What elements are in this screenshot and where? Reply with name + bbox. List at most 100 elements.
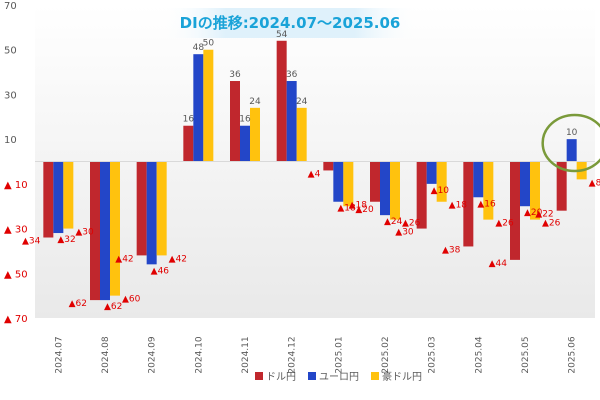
y-tick-label: 50 (4, 46, 17, 57)
data-label: 54 (276, 30, 288, 40)
data-label: ▲46 (151, 266, 170, 276)
data-label: ▲26 (402, 219, 421, 229)
bar (203, 49, 214, 162)
y-tick-label: 30 (4, 90, 17, 101)
legend-label: ユーロ円 (319, 372, 359, 383)
data-label: ▲4 (308, 169, 321, 179)
data-label: 48 (193, 43, 205, 53)
data-label: 16 (239, 115, 251, 125)
y-tick-label: ▲ 50 (4, 269, 28, 280)
x-tick-label: 2024.12 (288, 336, 298, 373)
highlight (541, 113, 600, 173)
bar (63, 161, 74, 229)
bar (276, 40, 287, 162)
data-labels: ▲34 ▲32▲30▲62 ▲62▲60▲42▲46▲421648503616245… (22, 30, 600, 312)
bar (380, 161, 390, 216)
chart-title: DIの推移:2024.07～2025.06 (180, 14, 401, 32)
data-label: ▲42 (169, 254, 187, 264)
data-label: ▲24 (384, 217, 403, 227)
legend-label: 豪ドル円 (382, 370, 422, 383)
bar (53, 161, 64, 234)
bar (473, 161, 484, 198)
data-label: 50 (203, 39, 215, 49)
bar (426, 161, 437, 184)
data-label: ▲18 (449, 201, 468, 211)
bar (483, 161, 494, 220)
data-label: ▲22 (535, 210, 553, 220)
bar (156, 161, 167, 256)
x-tick-label: 2025.06 (568, 336, 578, 373)
bar (296, 107, 307, 162)
bar (110, 161, 120, 296)
x-axis: 2024.07 2024.08 2024.09 2024.10 2024.11 2024.… (54, 336, 577, 373)
highlight-circle (541, 113, 600, 173)
data-label: ▲26 (495, 219, 514, 229)
data-label: 16 (183, 115, 195, 125)
bar (100, 161, 110, 301)
bar (556, 161, 567, 211)
legend-swatch (308, 372, 316, 380)
data-label: ▲62 (104, 302, 122, 312)
data-label: 10 (566, 128, 578, 138)
data-label: ▲26 (542, 219, 561, 229)
bar (90, 161, 100, 301)
bar (510, 161, 520, 260)
data-label: ▲20 (524, 208, 543, 218)
bar (390, 161, 400, 220)
data-label: ▲18 (337, 204, 356, 214)
title-background (160, 8, 420, 38)
data-label: ▲34 (22, 237, 41, 247)
bar (520, 161, 530, 207)
data-label: ▲30 (75, 228, 94, 238)
data-label: ▲60 (122, 295, 141, 305)
data-label: 24 (296, 97, 308, 107)
bars (43, 40, 587, 301)
y-tick-label: ▲ 10 (4, 180, 28, 191)
bar (250, 107, 260, 162)
data-label: ▲38 (442, 245, 461, 255)
x-tick-label: 2024.07 (54, 336, 64, 373)
y-tick-label: 70 (4, 1, 17, 12)
bar (286, 81, 297, 162)
data-label: ▲42 (115, 254, 133, 264)
bar (416, 161, 427, 229)
legend-swatch (371, 372, 379, 380)
data-label: 36 (229, 70, 241, 80)
legend: ドル円 ユーロ円 豪ドル円 (255, 370, 422, 383)
bar (146, 161, 157, 265)
bar (333, 161, 344, 202)
data-label: ▲10 (431, 186, 450, 196)
x-tick-label: 2024.10 (194, 336, 204, 373)
data-label: ▲16 (477, 199, 496, 209)
bar (530, 161, 540, 220)
legend-label: ドル円 (266, 372, 296, 383)
x-tick-label: 2025.02 (381, 336, 391, 373)
data-label: 36 (286, 70, 298, 80)
data-label: ▲18 (349, 201, 368, 211)
bar (436, 161, 447, 202)
bar (566, 139, 577, 162)
data-label: ▲32 (57, 235, 75, 245)
data-label: 24 (249, 97, 261, 107)
bar (136, 161, 147, 256)
bar (343, 161, 354, 207)
bar (240, 125, 250, 162)
x-tick-label: 2025.05 (521, 336, 531, 373)
data-label: ▲8 (589, 178, 600, 188)
bar (370, 161, 380, 202)
data-label: ▲30 (395, 228, 414, 238)
x-tick-label: 2025.01 (334, 336, 344, 373)
x-tick-label: 2024.08 (101, 336, 111, 373)
y-axis: 70 50 30 10 ▲ 10 ▲ 30 ▲ 50 ▲ 70 (4, 1, 28, 325)
bar (323, 161, 334, 171)
y-tick-label: 10 (4, 135, 17, 146)
x-tick-label: 2024.11 (241, 336, 251, 373)
x-tick-label: 2025.04 (474, 336, 484, 373)
bar (230, 81, 240, 162)
bar (463, 161, 474, 247)
bar (43, 161, 54, 238)
data-label: ▲20 (355, 205, 374, 215)
y-tick-label: ▲ 70 (4, 314, 28, 325)
x-tick-label: 2025.03 (428, 336, 438, 373)
